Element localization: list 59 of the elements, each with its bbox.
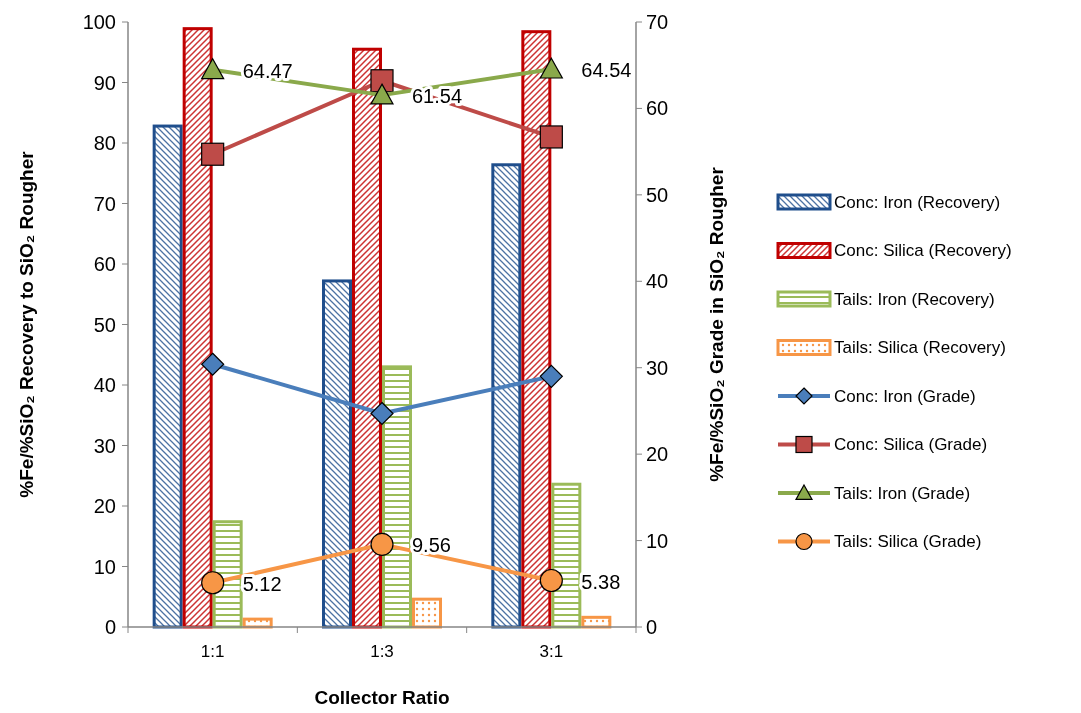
y2-tick-label: 30 (646, 356, 669, 379)
y2-tick-label: 10 (646, 529, 669, 552)
bar (491, 163, 522, 629)
point (370, 83, 394, 105)
data-label: 64.54 (581, 59, 632, 82)
point (201, 58, 225, 80)
y-tick-label: 20 (93, 495, 116, 517)
bar (521, 30, 552, 629)
y2-tick-label: 40 (646, 270, 669, 293)
y2-tick-label: 0 (646, 616, 658, 638)
legend-label: Conc: Silica (Recovery) (834, 241, 1012, 261)
y-tick-label: 100 (82, 11, 116, 33)
y-tick-label: 80 (93, 132, 116, 154)
y-axis-title: %Fe/%SiO₂ Recovery to SiO₂ Rougher (16, 150, 37, 498)
data-label: 5.38 (581, 570, 621, 593)
legend-label: Conc: Silica (Grade) (834, 435, 988, 455)
data-label: 64.47 (242, 59, 293, 82)
legend-label: Tails: Silica (Grade) (834, 532, 982, 552)
y-tick-label: 90 (93, 71, 116, 94)
x-tick-label: 1:1 (200, 642, 225, 661)
y-tick-label: 50 (93, 313, 116, 336)
data-label: 9.56 (412, 534, 451, 557)
y2-tick-label: 20 (646, 443, 669, 466)
bar (551, 482, 582, 629)
legend-label: Tails: Silica (Recovery) (834, 338, 1006, 358)
legend-label: Conc: Iron (Recovery) (834, 192, 1001, 212)
point (370, 69, 394, 93)
bar (352, 47, 382, 629)
legend-label: Conc: Iron (Grade) (834, 386, 976, 406)
y-tick-label: 70 (93, 192, 116, 215)
point (370, 532, 394, 556)
legend-label: Tails: Iron (Grade) (834, 483, 971, 503)
y-tick-label: 10 (93, 555, 116, 578)
y-tick-label: 40 (93, 374, 116, 396)
point (539, 57, 563, 79)
point (539, 125, 563, 149)
point (201, 571, 225, 595)
bar (412, 597, 442, 629)
point (539, 364, 563, 388)
bar (322, 279, 352, 629)
x-tick-label: 3:1 (539, 642, 564, 661)
point (370, 401, 394, 426)
y2-tick-label: 50 (646, 183, 669, 206)
y2-axis-title: %Fe/%SiO₂ Grade in SiO₂ Rougher (706, 166, 727, 482)
data-label: 5.12 (242, 572, 282, 595)
legend-label: Tails: Iron (Recovery) (834, 289, 995, 309)
x-axis-title: Collector Ratio (314, 687, 450, 708)
y-tick-label: 0 (104, 616, 116, 638)
x-tick-label: 1:3 (370, 642, 394, 661)
y2-tick-label: 70 (646, 11, 669, 33)
bar (382, 365, 412, 629)
point (539, 568, 563, 593)
point (201, 142, 225, 166)
point (201, 352, 225, 376)
y2-tick-label: 60 (646, 97, 669, 120)
y-tick-label: 60 (93, 253, 116, 275)
bar (152, 124, 183, 629)
bar (182, 27, 213, 629)
y-tick-label: 30 (93, 434, 116, 457)
